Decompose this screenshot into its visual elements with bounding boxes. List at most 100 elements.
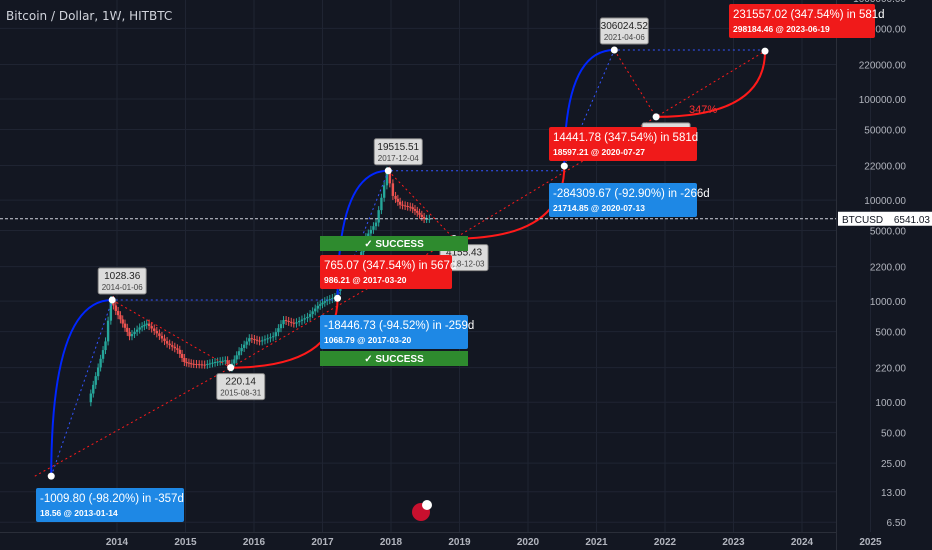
candle xyxy=(185,362,188,364)
candle xyxy=(94,376,97,385)
projection-box xyxy=(549,127,697,161)
candle xyxy=(422,216,426,220)
pivot-dot xyxy=(384,167,392,175)
success-badge xyxy=(320,351,468,366)
candle xyxy=(328,299,331,301)
pivot-price: 220.14 xyxy=(225,377,256,388)
marker-dot xyxy=(334,294,342,302)
candle xyxy=(284,320,288,322)
candle xyxy=(240,347,243,352)
candle xyxy=(266,338,269,340)
candle xyxy=(372,226,375,230)
projection-box xyxy=(729,4,875,38)
price-tag-symbol: BTCUSD xyxy=(842,215,883,226)
candle xyxy=(263,339,267,341)
candle xyxy=(101,350,105,359)
pivot-date: 2015-08-31 xyxy=(220,389,261,398)
candle xyxy=(206,364,209,366)
candle xyxy=(323,301,326,303)
projection-main: 14441.78 (347.54%) in 581d xyxy=(553,132,698,144)
pivot-price: 1028.36 xyxy=(104,271,141,282)
blue-arc xyxy=(50,298,113,477)
candle xyxy=(160,335,164,339)
y-tick-label: 25.00 xyxy=(881,459,906,470)
projection-sub: 1068.79 @ 2017-03-20 xyxy=(324,335,411,345)
pivot-price: 19515.51 xyxy=(377,142,419,153)
projection-box xyxy=(320,255,452,289)
candle xyxy=(106,320,110,342)
y-tick-label: 2200.00 xyxy=(870,263,907,274)
y-tick-label: 100000.00 xyxy=(859,95,907,106)
candle xyxy=(173,346,176,349)
candle xyxy=(224,360,227,362)
candle xyxy=(416,210,419,213)
candle xyxy=(292,322,296,324)
candle xyxy=(255,339,259,341)
y-tick-label: 50.00 xyxy=(881,429,906,440)
candle xyxy=(418,212,421,215)
candle xyxy=(109,299,113,321)
candle xyxy=(183,357,186,363)
candle xyxy=(258,340,261,342)
marker-dot xyxy=(47,472,55,480)
candle xyxy=(321,302,324,305)
pivot-date: 2017-12-04 xyxy=(378,154,419,163)
pivot-dot xyxy=(610,46,618,54)
candle xyxy=(425,218,428,220)
y-tick-label: 10000.00 xyxy=(864,196,906,207)
y-tick-label: 13.00 xyxy=(881,488,906,499)
candle xyxy=(163,338,166,342)
pivot-dot xyxy=(227,364,235,372)
candle xyxy=(331,298,334,300)
y-tick-label: 1000000.00 xyxy=(853,0,906,5)
candle xyxy=(245,341,248,345)
x-tick-label: 2025 xyxy=(859,537,882,548)
candle xyxy=(128,332,131,337)
candle xyxy=(119,315,122,320)
candle xyxy=(413,209,417,211)
pivot-box xyxy=(373,138,423,166)
candle xyxy=(233,359,236,364)
projection-sub: 18.56 @ 2013-01-14 xyxy=(40,508,118,518)
y-tick-label: 500000.00 xyxy=(859,24,907,35)
candle xyxy=(248,338,251,342)
projection-box xyxy=(549,183,697,217)
y-tick-label: 50000.00 xyxy=(864,125,906,136)
candle xyxy=(290,321,293,323)
candle xyxy=(382,185,386,198)
candle xyxy=(208,363,212,365)
success-badge-label: ✓ SUCCESS xyxy=(364,354,424,365)
candle xyxy=(314,308,317,312)
projection-main: -284309.67 (-92.90%) in -266d xyxy=(553,188,710,200)
candle xyxy=(213,362,217,364)
success-badge-label: ✓ SUCCESS xyxy=(364,239,424,250)
candle xyxy=(411,207,414,210)
projection-box xyxy=(36,488,184,522)
pivot-price: 4155.43 xyxy=(446,248,483,259)
candle xyxy=(303,318,306,320)
x-tick-label: 2020 xyxy=(517,537,540,548)
candle xyxy=(96,367,100,377)
x-tick-label: 2016 xyxy=(243,537,266,548)
candle xyxy=(226,360,229,364)
candle xyxy=(403,205,407,207)
candle xyxy=(274,332,278,337)
candle xyxy=(279,324,283,329)
y-tick-label: 500.00 xyxy=(875,328,906,339)
candle xyxy=(367,233,370,238)
projection-main: -18446.73 (-94.52%) in -259d xyxy=(324,320,474,332)
candle xyxy=(138,327,141,330)
candle xyxy=(104,341,107,351)
projection-sub: 18597.21 @ 2020-07-27 xyxy=(553,147,645,157)
candle xyxy=(133,331,136,335)
candle xyxy=(316,305,319,309)
x-tick-label: 2015 xyxy=(174,537,197,548)
chart-title: Bitcoin / Dollar, 1W, HITBTC xyxy=(6,9,173,23)
red-dotted-decline xyxy=(613,49,657,118)
candle xyxy=(171,345,174,347)
candle xyxy=(391,183,395,196)
candle xyxy=(116,310,120,316)
marker-dot xyxy=(560,162,568,170)
candle xyxy=(394,195,397,199)
